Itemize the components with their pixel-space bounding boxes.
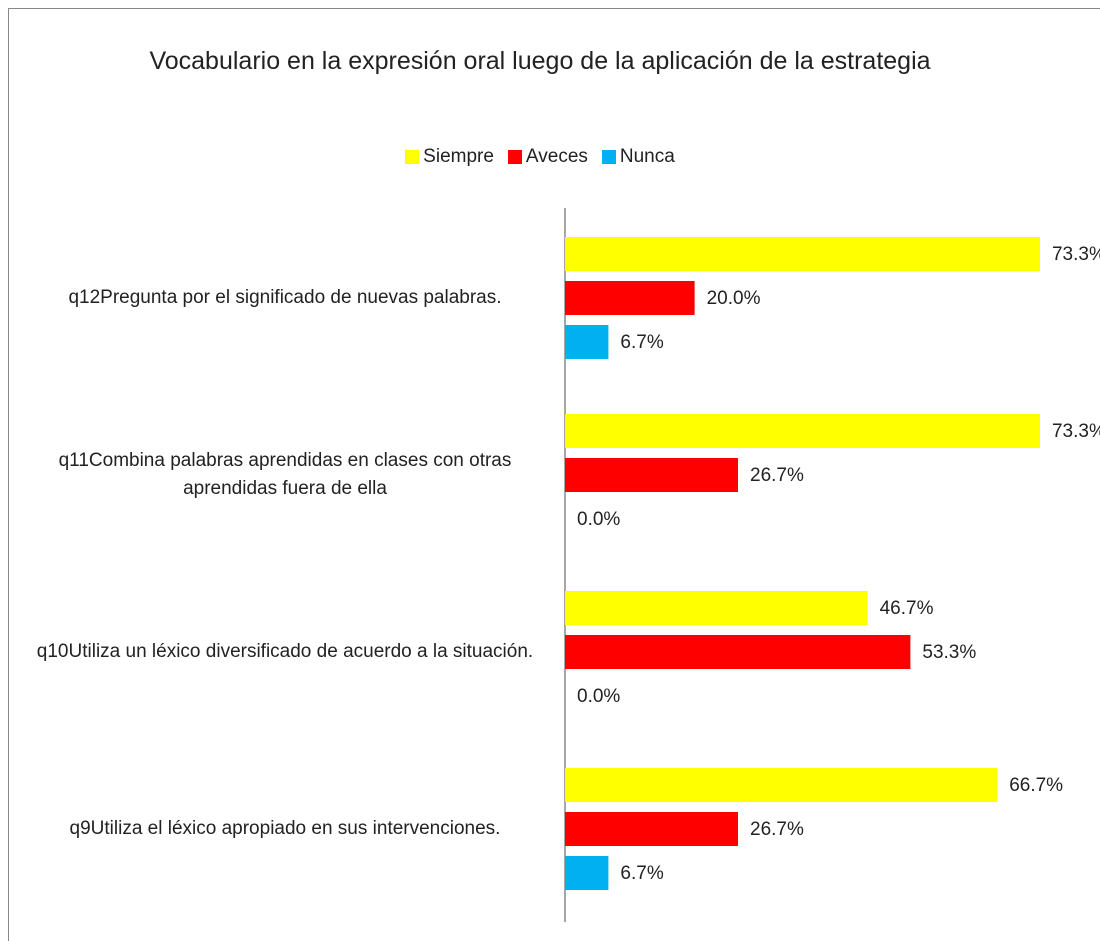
value-label: 73.3% — [1052, 421, 1100, 442]
bar — [565, 635, 911, 669]
category-label: q12Pregunta por el significado de nuevas… — [68, 287, 502, 308]
bar — [565, 591, 868, 625]
value-label: 73.3% — [1052, 244, 1100, 265]
value-label: 26.7% — [750, 465, 804, 486]
value-label: 6.7% — [620, 332, 663, 353]
category-label: q9Utiliza el léxico apropiado en sus int… — [69, 818, 501, 839]
legend-item: Aveces — [507, 146, 588, 168]
value-label: 0.0% — [577, 686, 620, 707]
legend-item: Nunca — [601, 146, 675, 168]
bar — [565, 325, 609, 359]
value-label: 0.0% — [577, 509, 620, 530]
legend-item: Siempre — [405, 146, 494, 168]
legend-swatch — [507, 150, 522, 164]
legend-label: Aveces — [525, 146, 588, 167]
legend-label: Nunca — [619, 146, 675, 167]
value-label: 46.7% — [880, 598, 934, 619]
legend-swatch — [601, 150, 616, 164]
bar — [565, 237, 1040, 271]
value-label: 26.7% — [750, 819, 804, 840]
bar — [565, 414, 1040, 448]
legend-label: Siempre — [423, 146, 494, 167]
chart-title: Vocabulario en la expresión oral luego d… — [149, 47, 931, 75]
category-label: q11Combina palabras aprendidas en clases… — [58, 450, 512, 499]
chart-frame — [8, 8, 1100, 941]
bar — [565, 812, 739, 846]
value-label: 20.0% — [707, 288, 761, 309]
legend-swatch — [405, 150, 420, 164]
bar — [565, 281, 695, 315]
category-label: q10Utiliza un léxico diversificado de ac… — [36, 641, 534, 662]
bar — [565, 458, 739, 492]
value-label: 53.3% — [922, 642, 976, 663]
value-label: 6.7% — [620, 863, 663, 884]
value-label: 66.7% — [1009, 775, 1063, 796]
legend: Siempre Aveces Nunca — [0, 146, 1080, 168]
bar — [565, 768, 998, 802]
bar — [565, 856, 609, 890]
